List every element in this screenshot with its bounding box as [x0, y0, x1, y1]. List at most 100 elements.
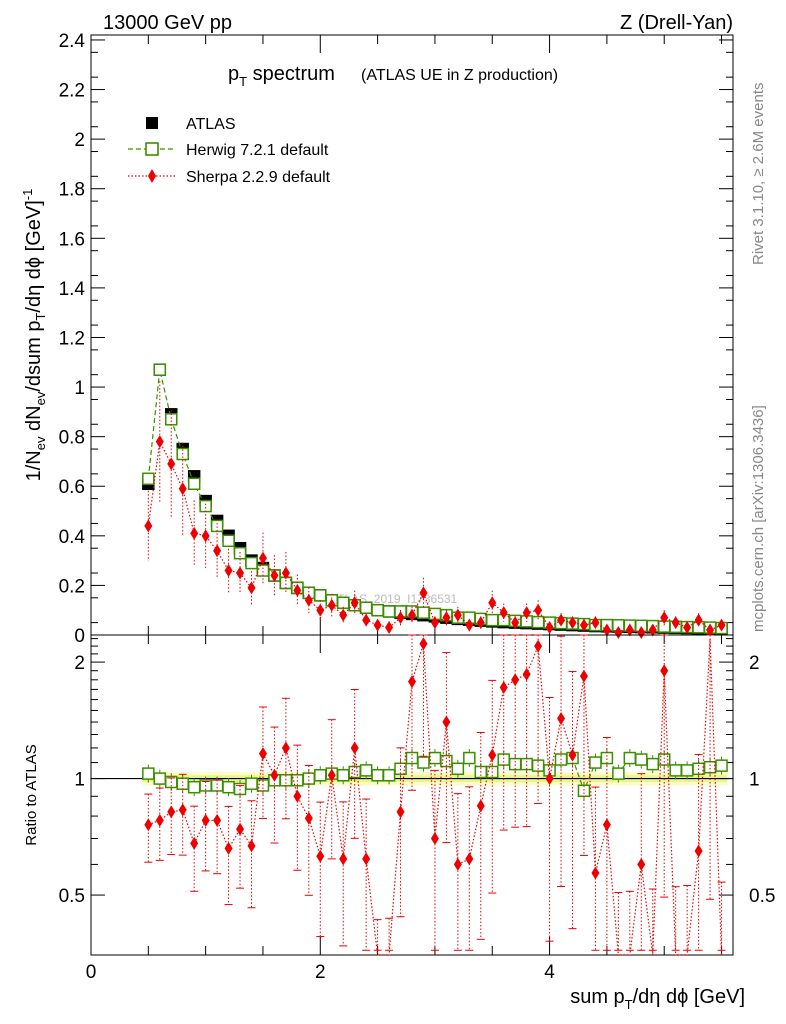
sherpa-ratio-point [557, 711, 566, 725]
herwig-ratio-point [222, 780, 235, 794]
main-y-tick-label: 0 [74, 626, 85, 647]
ratio-y-tick-label: 1 [74, 770, 85, 791]
main-y-tick-label: 0.4 [59, 527, 86, 548]
sherpa-ratio-point [316, 849, 325, 863]
sherpa-point [247, 581, 256, 595]
sherpa-point [213, 544, 222, 558]
herwig-ratio-point [715, 759, 728, 772]
sherpa-ratio-point [236, 822, 245, 836]
sherpa-ratio-point [293, 789, 302, 803]
main-y-axis: 0 0.2 0.4 0.6 0.8 1 1.2 1.4 1.6 1.8 2 2.2 2.4 [59, 31, 733, 647]
main-y-tick-label: 1.8 [59, 180, 85, 201]
main-y-tick-label: 0.8 [59, 428, 85, 449]
herwig-ratio-point [428, 751, 442, 765]
sherpa-ratio-point [224, 841, 233, 855]
ratio-x-tick-label: 0 [86, 962, 97, 983]
herwig-ratio-point [680, 764, 694, 777]
herwig-point [153, 363, 167, 376]
sherpa-point [660, 611, 669, 625]
sherpa-ratio-point [442, 715, 451, 729]
herwig-point [417, 606, 430, 619]
sherpa-point [408, 608, 416, 622]
herwig-ratio-point [703, 760, 717, 774]
main-y-tick-label: 1.2 [59, 328, 85, 349]
sherpa-ratio-point [545, 772, 554, 786]
sherpa-ratio-point [281, 741, 290, 755]
sherpa-ratio-point [190, 836, 199, 850]
herwig-ratio-point [187, 780, 201, 794]
sherpa-point [258, 551, 267, 565]
sherpa-ratio-point [327, 768, 336, 782]
legend-herwig-marker [145, 142, 159, 156]
sherpa-ratio-point [488, 748, 497, 762]
ratio-y-tick-label: 0.5 [59, 886, 85, 907]
sherpa-point [442, 611, 451, 625]
sherpa-point [430, 616, 439, 630]
sherpa-point [476, 616, 485, 630]
ratio-y-tick-label-right: 1 [749, 770, 760, 791]
sherpa-point [522, 606, 531, 620]
sherpa-point [534, 603, 543, 617]
sherpa-point [453, 608, 462, 622]
sherpa-ratio-point [270, 768, 279, 782]
sherpa-point [316, 603, 325, 617]
collision-label: 13000 GeV pp [103, 12, 232, 34]
herwig-ratio-point [153, 772, 167, 785]
sherpa-ratio-point [178, 803, 187, 817]
sherpa-point [545, 621, 554, 635]
sherpa-point [648, 623, 657, 637]
sherpa-point [236, 566, 245, 580]
sherpa-ratio-point [339, 852, 348, 866]
sherpa-ratio-point [213, 813, 222, 827]
plot-subtitle: (ATLAS UE in Z production) [361, 67, 558, 84]
sherpa-point [293, 583, 302, 597]
sherpa-point [190, 526, 199, 540]
sherpa-ratio-point [522, 667, 531, 681]
sherpa-point [683, 621, 692, 635]
herwig-line [147, 369, 722, 629]
herwig-point [187, 477, 201, 491]
sherpa-point [465, 618, 474, 632]
herwig-point [210, 519, 224, 533]
herwig-ratio-point [245, 777, 258, 790]
sherpa-point [304, 593, 313, 607]
sherpa-point [591, 616, 600, 630]
herwig-point [314, 589, 327, 602]
herwig-ratio-point [463, 751, 476, 765]
ratio-panel: 0.5 0.5 1 1 2 2 0 2 4 Ratio to ATLAS sum pT/dη … [23, 634, 775, 1012]
sherpa-point [671, 616, 680, 630]
sherpa-point [385, 621, 394, 635]
herwig-ratio-point [508, 757, 522, 771]
sherpa-point [224, 564, 233, 578]
sherpa-point [717, 618, 726, 632]
ratio-y-tick-label-right: 2 [749, 653, 760, 674]
sherpa-ratio-point [201, 813, 210, 827]
sherpa-ratio-point [534, 639, 543, 653]
sherpa-ratio-point [247, 839, 256, 853]
main-y-tick-label: 1 [74, 378, 85, 399]
herwig-ratio-point [382, 769, 396, 782]
sherpa-point [281, 566, 290, 580]
sherpa-ratio-point [408, 675, 416, 689]
x-axis-label: sum pT/dη dϕ [GeV] [570, 986, 745, 1012]
herwig-point [142, 472, 155, 486]
sherpa-point [637, 626, 646, 640]
herwig-point [199, 499, 212, 513]
sherpa-point [694, 613, 703, 627]
main-y-tick-label: 2.4 [59, 31, 86, 52]
main-y-tick-label: 0.6 [59, 477, 85, 498]
sherpa-ratio-point [144, 818, 153, 832]
sherpa-point [178, 482, 187, 496]
herwig-ratio-point [623, 751, 637, 765]
sherpa-point [396, 611, 405, 625]
herwig-ratio-point [669, 764, 682, 777]
ratio-y-tick-label: 2 [74, 653, 85, 674]
sherpa-ratio-point [579, 669, 588, 683]
herwig-point [336, 596, 350, 610]
herwig-ratio-point [142, 767, 155, 780]
sherpa-ratio-point [591, 866, 600, 880]
herwig-ratio-point [359, 764, 373, 777]
sherpa-ratio-point [430, 832, 439, 846]
ratio-y-axis: 0.5 0.5 1 1 2 2 [59, 638, 775, 907]
sherpa-point [614, 626, 623, 640]
